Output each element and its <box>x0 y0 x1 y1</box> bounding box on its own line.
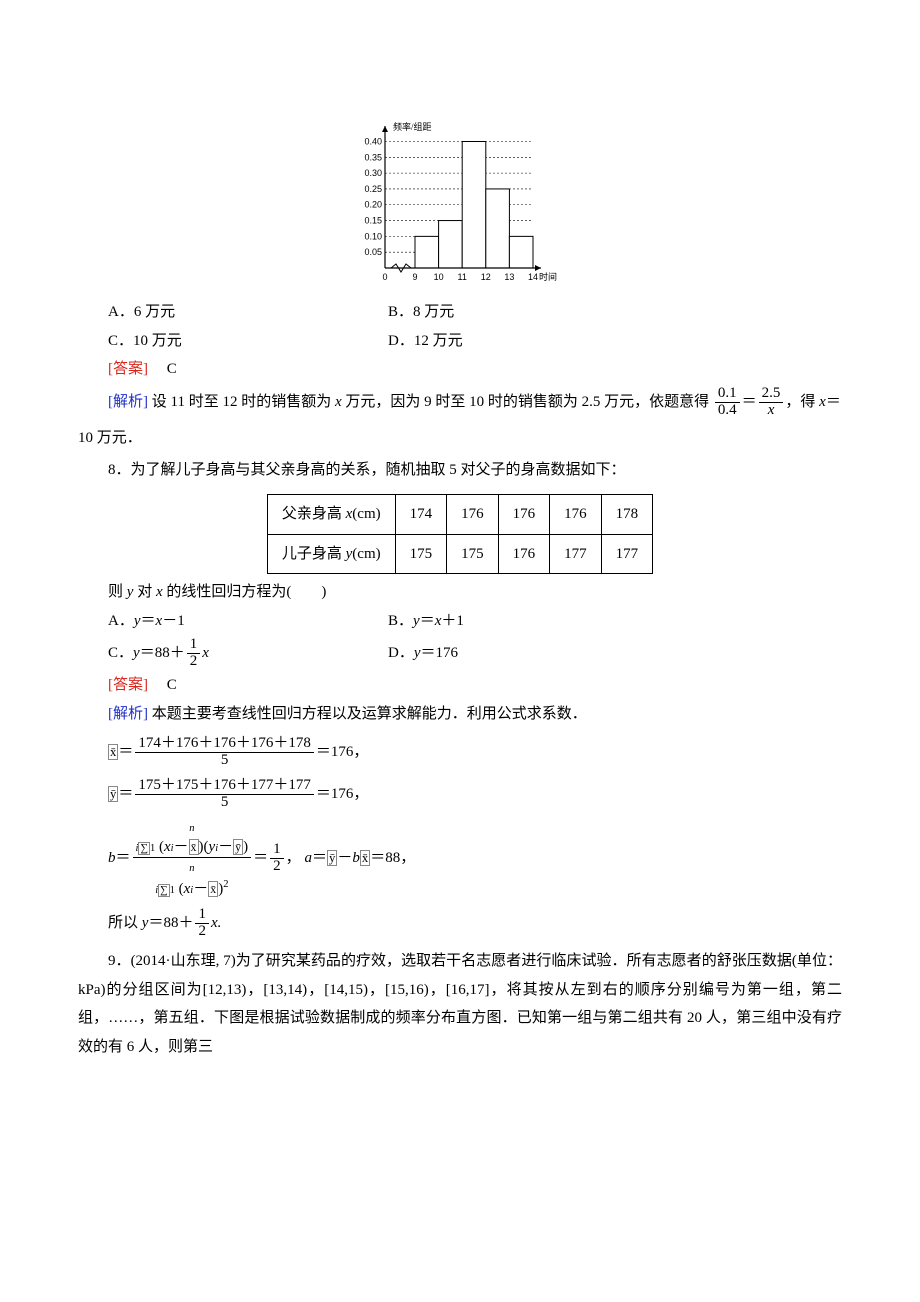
svg-text:14: 14 <box>528 272 538 282</box>
table-row: 儿子身高 y(cm) 175 175 176 177 177 <box>267 534 652 574</box>
q7-analysis: [解析] 设 11 时至 12 时的销售额为 x 万元，因为 9 时至 10 时… <box>78 384 842 456</box>
q9-text: 9．(2014·山东理, 7)为了研究某药品的疗效，选取若干名志愿者进行临床试验… <box>78 947 842 1061</box>
document-page: 0.05 0.10 0.15 0.20 0.25 0.30 0.35 0.40 频率/组距 0 9 1… <box>0 0 920 1101</box>
q8-options-row-2: C．y＝88＋12x D．y＝176 <box>78 635 842 671</box>
svg-text:时间: 时间 <box>539 271 557 282</box>
svg-text:0.10: 0.10 <box>364 231 382 241</box>
q8-opt-d: D．y＝176 <box>388 635 668 671</box>
svg-text:0.35: 0.35 <box>364 152 382 162</box>
q7-res: x <box>819 394 826 410</box>
q8-mean-x: x̄＝ 174＋176＋176＋176＋178 5 ＝176， <box>78 734 842 770</box>
q7-opt-c: C．10 万元 <box>108 327 388 356</box>
q7-var-x: x <box>335 394 342 410</box>
analysis-label-2: [解析] <box>108 706 148 722</box>
q7-analysis-pre: 设 11 时至 12 时的销售额为 <box>152 394 335 410</box>
q8-table: 父亲身高 x(cm) 174 176 176 176 178 儿子身高 y(cm… <box>267 494 653 574</box>
svg-text:0: 0 <box>382 272 387 282</box>
svg-text:频率/组距: 频率/组距 <box>393 121 432 132</box>
q7-frac-a: 0.1 0.4 <box>715 386 740 419</box>
svg-text:13: 13 <box>504 272 514 282</box>
q7-frac-b: 2.5 x <box>759 386 784 419</box>
q8-mean-y: ȳ＝ 175＋175＋176＋177＋177 5 ＝176， <box>78 776 842 812</box>
svg-text:0.20: 0.20 <box>364 200 382 210</box>
q7-opt-a: A．6 万元 <box>108 298 388 327</box>
svg-text:0.05: 0.05 <box>364 247 382 257</box>
svg-text:0.30: 0.30 <box>364 168 382 178</box>
histogram-chart: 0.05 0.10 0.15 0.20 0.25 0.30 0.35 0.40 频率/组距 0 9 1… <box>78 120 842 290</box>
q8-stem: 8．为了解儿子身高与其父亲身高的关系，随机抽取 5 对父子的身高数据如下： <box>78 456 842 485</box>
analysis-label: [解析] <box>78 394 152 410</box>
table-row: 父亲身高 x(cm) 174 176 176 176 178 <box>267 495 652 535</box>
q8-th-x: 父亲身高 x(cm) <box>267 495 395 535</box>
q8-opt-a: A．y＝x－1 <box>108 607 388 636</box>
histogram-svg: 0.05 0.10 0.15 0.20 0.25 0.30 0.35 0.40 频率/组距 0 9 1… <box>345 120 575 290</box>
q7-answer: C <box>152 361 177 377</box>
q8-answer-line: [答案] C <box>78 671 842 700</box>
svg-text:11: 11 <box>458 272 467 282</box>
q7-opt-b: B．8 万元 <box>388 298 668 327</box>
svg-text:0.25: 0.25 <box>364 184 382 194</box>
q7-analysis-post: ，得 <box>785 394 819 410</box>
svg-text:9: 9 <box>412 272 417 282</box>
q8-analysis-text: 本题主要考查线性回归方程以及运算求解能力．利用公式求系数． <box>152 706 587 722</box>
q7-answer-line: [答案] C <box>78 355 842 384</box>
q8-th-y: 儿子身高 y(cm) <box>267 534 395 574</box>
q8-analysis-head: [解析] 本题主要考查线性回归方程以及运算求解能力．利用公式求系数． <box>78 700 842 729</box>
q7-options-row-1: A．6 万元 B．8 万元 <box>78 298 842 327</box>
q8-opt-b: B．y＝x＋1 <box>388 607 668 636</box>
q8-options-row-1: A．y＝x－1 B．y＝x＋1 <box>78 607 842 636</box>
q7-options-row-2: C．10 万元 D．12 万元 <box>78 327 842 356</box>
q8-opt-c: C．y＝88＋12x <box>108 635 388 671</box>
q7-opt-d: D．12 万元 <box>388 327 668 356</box>
svg-text:10: 10 <box>434 272 444 282</box>
answer-label-2: [答案] <box>108 677 148 693</box>
svg-text:0.15: 0.15 <box>364 216 382 226</box>
q8-b-formula: b＝ n i∑1 (xi－x̄)(yi－ȳ) n i∑1 (xi－x̄)2 ＝1… <box>78 818 842 899</box>
svg-text:12: 12 <box>481 272 491 282</box>
svg-text:0.40: 0.40 <box>364 136 382 146</box>
q8-after-table: 则 y 对 x 的线性回归方程为( ) <box>78 578 842 607</box>
answer-label: [答案] <box>108 361 148 377</box>
q8-final: 所以 y＝88＋12x. <box>78 905 842 941</box>
q7-analysis-mid: 万元，因为 9 时至 10 时的销售额为 2.5 万元，依题意得 <box>342 394 710 410</box>
